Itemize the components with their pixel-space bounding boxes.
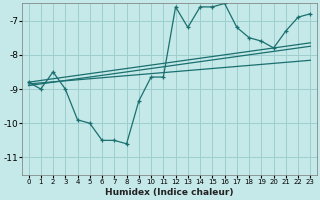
X-axis label: Humidex (Indice chaleur): Humidex (Indice chaleur) bbox=[105, 188, 234, 197]
